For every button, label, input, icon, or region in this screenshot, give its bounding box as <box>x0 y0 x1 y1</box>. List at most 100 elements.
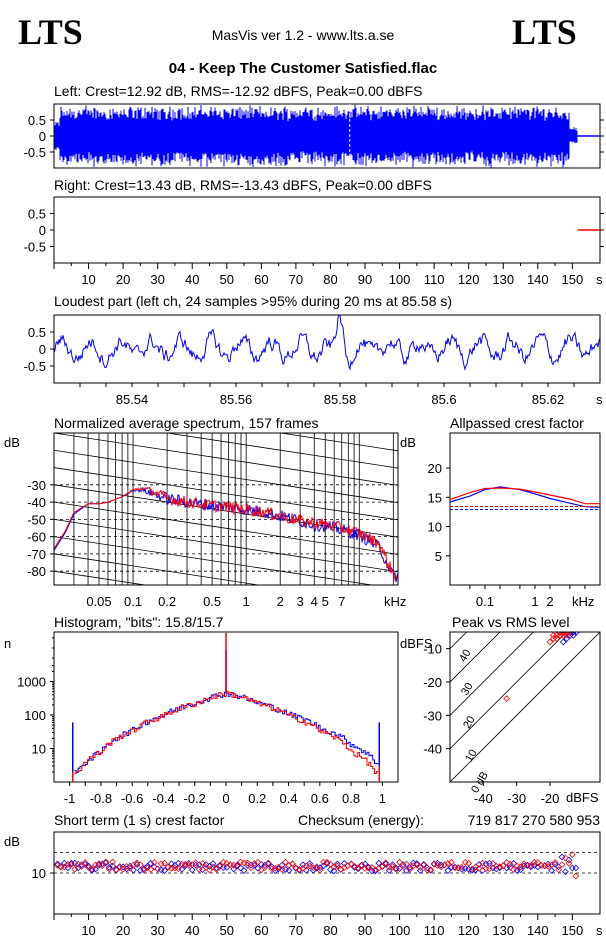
crest-series-right <box>449 487 600 505</box>
short-term-point-left <box>143 862 151 870</box>
spectrum-xtick-label: 0.2 <box>158 594 176 609</box>
peak-rms-xtick-label: -20 <box>541 791 560 806</box>
spectrum-slope-line <box>54 553 261 585</box>
short-term-point-left <box>420 860 428 868</box>
peak-rms-point-right <box>503 695 511 703</box>
short-term-point-right <box>382 859 390 867</box>
short-term-point-right <box>195 865 203 873</box>
short-term-point-right <box>126 864 134 872</box>
short-term-point-right <box>213 865 220 873</box>
short-term-point-left <box>371 867 379 875</box>
short-term-point-right <box>572 872 580 880</box>
short-term-point-right <box>403 860 410 868</box>
crest-xtick-label: 0.1 <box>476 594 494 609</box>
right-waveform-xtick-label: 40 <box>185 272 199 287</box>
short-term-point-right <box>534 859 542 866</box>
histogram-ylabel: n <box>4 636 11 651</box>
short-term-point-right <box>527 862 535 869</box>
histogram-xtick-label: -0.4 <box>152 791 174 806</box>
peak-rms-diagonal-label: 30 <box>459 681 476 698</box>
short-term-point-right <box>251 860 258 867</box>
short-term-point-right <box>261 864 269 872</box>
peak-rms-title: Peak vs RMS level <box>452 614 569 630</box>
right-waveform-xtick-label: 110 <box>424 272 445 287</box>
short-term-point-left <box>188 866 196 874</box>
peak-rms-ytick-label: -30 <box>423 708 442 723</box>
peak-rms-point-right <box>549 632 557 639</box>
right-waveform-xunit: s <box>596 272 603 287</box>
short-term-point-left <box>444 867 452 874</box>
short-term-point-left <box>109 862 117 870</box>
peak-rms-point-left <box>569 632 577 639</box>
short-term-point-right <box>223 859 231 867</box>
spectrum-slope-line <box>54 536 375 585</box>
right-waveform-xtick-label: 20 <box>116 272 130 287</box>
crest-xtick-label: 1 <box>531 594 538 609</box>
short-term-point-right <box>472 863 479 871</box>
left-waveform-signal <box>54 104 578 168</box>
spectrum-slope-line <box>54 570 148 585</box>
logo-left: LTS <box>18 12 83 52</box>
spectrum-ytick-label: -30 <box>27 478 46 493</box>
loudest-part-title: Loudest part (left ch, 24 samples >95% d… <box>54 293 452 309</box>
peak-rms-ytick-label: -40 <box>423 742 442 757</box>
short-term-point-right <box>192 859 200 867</box>
short-term-point-right <box>434 862 441 869</box>
spectrum-ytick-label: -80 <box>27 564 46 579</box>
spectrum-xtick-label: 3 <box>297 594 304 609</box>
file-title: 04 - Keep The Customer Satisfied.flac <box>169 60 437 77</box>
short-term-point-left <box>361 860 369 868</box>
histogram-ytick-label: 10 <box>32 741 46 756</box>
peak-rms-point-right <box>566 632 574 636</box>
right-waveform-xtick-label: 10 <box>81 272 95 287</box>
loudest-xtick-label: 85.54 <box>116 392 149 407</box>
short-term-point-right <box>147 865 155 873</box>
short-term-point-right <box>430 860 438 868</box>
short-term-xtick-label: 20 <box>116 923 130 938</box>
short-term-xtick-label: 40 <box>185 923 199 938</box>
histogram-xtick-label: 0.2 <box>248 791 266 806</box>
short-term-point-right <box>244 859 251 867</box>
right-waveform-xtick-label: 140 <box>527 272 549 287</box>
short-term-point-left <box>534 863 542 871</box>
short-term-point-right <box>396 858 403 866</box>
checksum-value: 719 817 270 580 953 <box>468 812 601 828</box>
short-term-point-right <box>499 862 507 870</box>
histogram-xtick-label: 0.8 <box>342 791 360 806</box>
histogram-xtick-label: -1 <box>64 791 76 806</box>
peak-rms-xtick-label: -30 <box>507 791 526 806</box>
short-term-xtick-label: 10 <box>81 923 95 938</box>
short-term-point-right <box>378 862 386 870</box>
spectrum-ytick-label: -70 <box>27 547 46 562</box>
right-waveform-title: Right: Crest=13.43 dB, RMS=-13.43 dBFS, … <box>54 177 432 193</box>
left-waveform-ytick-label: -0.5 <box>24 145 46 160</box>
short-term-point-right <box>175 865 182 873</box>
short-term-point-left <box>85 862 92 870</box>
short-term-xtick-label: 140 <box>527 923 549 938</box>
loudest-xtick-label: 85.62 <box>532 392 565 407</box>
peak-rms-xlabel: dBFS <box>566 790 599 805</box>
spectrum-slope-line <box>54 518 398 573</box>
short-term-xtick-label: 30 <box>150 923 164 938</box>
spectrum-xtick-label: 0.5 <box>203 594 221 609</box>
short-term-point-left <box>333 860 341 868</box>
short-term-point-right <box>479 859 486 867</box>
short-term-point-left <box>340 860 348 867</box>
short-term-point-right <box>216 863 224 870</box>
short-term-point-left <box>548 867 556 874</box>
short-term-point-right <box>161 859 168 867</box>
spectrum-xunit: kHz <box>384 594 406 609</box>
peak-rms-frame <box>449 631 601 783</box>
crest-ytick-label: 10 <box>428 520 442 535</box>
right-waveform-ytick-label: 0 <box>39 223 46 238</box>
short-term-point-right <box>337 865 345 873</box>
short-term-point-left <box>161 867 168 874</box>
short-term-point-right <box>206 866 213 874</box>
short-term-point-right <box>406 865 414 873</box>
spectrum-xtick-label: 5 <box>322 594 329 609</box>
plots-layer: 0.50-0.50.50-0.510 20 30 40 50 60 70 80 90 100 110… <box>17 104 604 938</box>
short-term-point-right <box>562 854 569 862</box>
histogram-ytick-label: 100 <box>24 708 46 723</box>
spectrum-xtick-label: 1 <box>243 594 250 609</box>
